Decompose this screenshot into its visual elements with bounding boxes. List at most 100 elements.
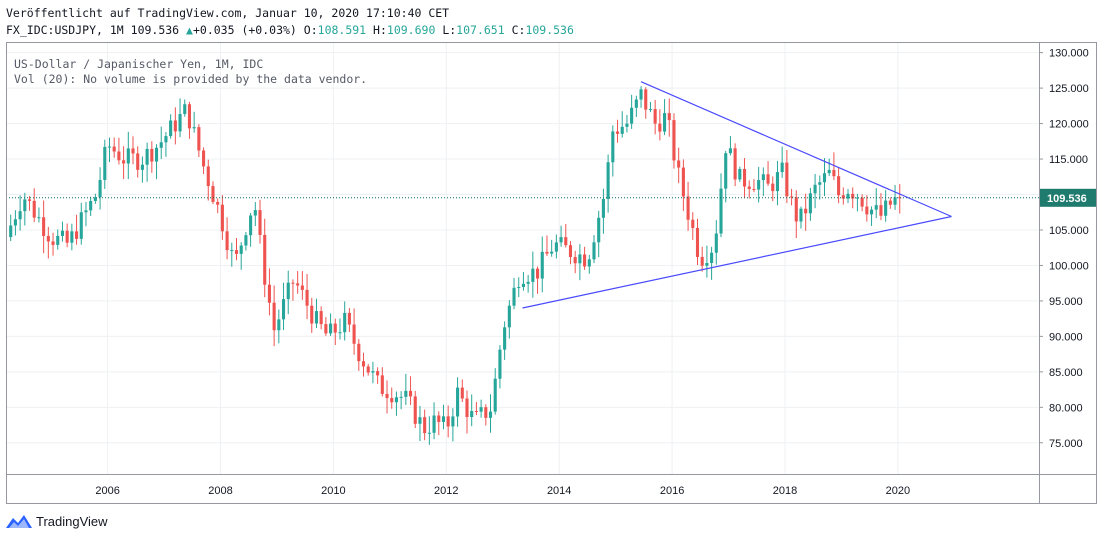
candle-body [202,150,206,167]
candle-body [615,131,620,134]
y-tick-label: 125.000 [1049,83,1089,95]
candle-body [775,172,780,192]
candle-body [813,184,817,194]
candle-body [441,416,446,422]
y-tick-label: 100.000 [1049,260,1089,272]
candle-body [747,186,751,189]
candle-body [503,327,507,350]
candle-body [154,147,159,162]
candle-body [56,235,60,245]
candle-body [728,148,732,154]
candle-body [333,323,337,333]
candle-body [460,387,464,399]
trendline-lower [522,215,952,309]
low-value: 107.651 [456,23,505,37]
candle-body [898,197,902,199]
candle-body [742,169,747,187]
candle-body [507,305,511,328]
candle-body [893,197,897,205]
candle-body [150,148,154,162]
chart-frame[interactable]: 75.000 80.000 85.000 90.000 95.000 100.000 105… [6,42,1097,504]
candle-body [277,319,281,331]
candle-body [131,148,135,154]
candle-body [300,285,304,290]
candle-body [573,257,577,264]
candle-body [314,311,319,324]
candle-body [432,415,436,433]
candle-body [888,200,892,205]
candle-body [474,411,478,413]
candle-body [625,123,629,127]
x-tick-label: 2018 [773,485,797,497]
candle-body [173,120,177,132]
price-chart[interactable]: 75.000 80.000 85.000 90.000 95.000 100.000 105… [6,42,1097,504]
candle-body [648,109,653,111]
y-tick-label: 85.000 [1049,367,1083,379]
candle-body [296,283,300,286]
candle-body [724,153,728,189]
candle-body [456,387,460,417]
candle-body [178,114,182,132]
price-change: +0.035 (+0.03%) [192,23,297,37]
candle-body [536,268,540,279]
candle-body [677,160,681,168]
candle-body [164,136,168,143]
candle-body [498,349,502,379]
candle-body [423,417,427,434]
symbol-label[interactable]: FX_IDC:USDJPY, 1M [6,23,124,37]
candle-body [521,283,525,288]
candle-body [23,199,27,212]
up-arrow-icon: ▲ [186,23,193,37]
candle-body [526,281,530,284]
candle-body [700,256,704,266]
x-tick-label: 2012 [434,485,458,497]
candle-body [672,120,676,161]
trendlines[interactable] [6,81,1039,309]
candle-body [531,268,535,282]
candle-body [117,151,121,161]
candle-body [794,197,798,222]
candle-body [780,162,784,173]
candle-body [686,196,690,220]
brand-footer[interactable]: TradingView [6,512,108,530]
candle-body [559,237,563,243]
candle-body [361,361,366,367]
candle-body [592,242,596,260]
candle-body [799,208,803,222]
candle-body [13,219,17,226]
candle-body [451,416,455,427]
candle-body [488,411,493,418]
y-tick-label: 95.000 [1049,296,1083,308]
candle-body [399,396,403,398]
candle-body [305,289,309,306]
candle-body [766,174,770,184]
axes: 75.000 80.000 85.000 90.000 95.000 100.000 105… [6,42,1097,504]
candle-body [606,162,610,199]
candle-body [352,324,356,344]
candle-body [258,210,262,235]
candle-body [771,183,775,192]
candle-body [70,231,74,243]
candle-body [112,146,116,152]
candle-body [667,113,671,121]
candle-body [390,398,394,403]
candle-body [159,142,163,148]
candle-body [122,160,126,164]
candle-body [691,219,695,228]
candle-body [136,153,140,170]
candle-body [343,312,347,333]
candle-body [65,230,69,243]
y-tick-label: 115.000 [1049,154,1088,166]
candle-body [630,107,634,124]
candle-body [183,104,187,115]
candle-body [427,432,431,434]
candle-body [169,120,173,137]
candle-body [220,204,224,232]
grid [6,42,1039,474]
candle-body [851,193,855,199]
candle-body [216,201,220,205]
candle-body [710,252,714,263]
candle-body [554,242,558,252]
candle-body [545,251,549,254]
volume-note: Vol (20): No volume is provided by the d… [14,72,368,86]
